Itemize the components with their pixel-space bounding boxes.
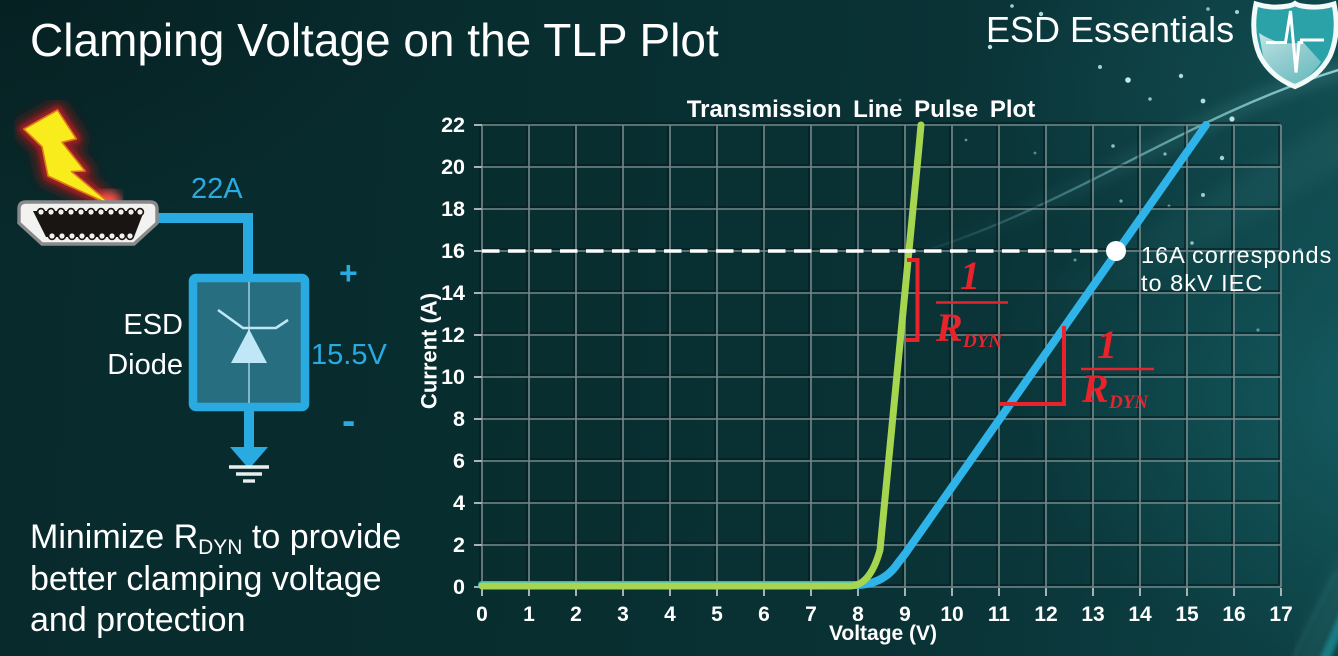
svg-text:10: 10: [441, 365, 465, 389]
svg-text:14: 14: [1128, 603, 1152, 626]
svg-text:16: 16: [441, 239, 465, 263]
svg-text:R: R: [1081, 366, 1109, 411]
svg-text:Transmission Line Pulse Plot: Transmission Line Pulse Plot: [687, 96, 1035, 123]
svg-text:7: 7: [805, 603, 817, 626]
svg-text:16: 16: [1222, 603, 1245, 626]
svg-text:20: 20: [441, 155, 465, 179]
svg-text:+: +: [339, 255, 358, 291]
svg-text:DYN: DYN: [1108, 392, 1149, 413]
svg-text:Diode: Diode: [107, 349, 183, 381]
svg-text:9: 9: [899, 603, 911, 626]
svg-text:8: 8: [453, 407, 465, 431]
svg-text:15.5V: 15.5V: [311, 339, 387, 371]
svg-text:13: 13: [1081, 603, 1104, 626]
svg-text:12: 12: [441, 323, 465, 347]
svg-text:-: -: [342, 399, 355, 443]
svg-text:1: 1: [523, 603, 535, 626]
svg-text:8: 8: [852, 603, 864, 626]
svg-text:5: 5: [711, 603, 723, 626]
svg-text:0: 0: [453, 575, 465, 599]
svg-text:6: 6: [453, 449, 465, 473]
svg-text:22A: 22A: [191, 173, 243, 205]
svg-text:22: 22: [441, 113, 465, 137]
svg-text:1: 1: [960, 253, 980, 298]
svg-text:Voltage (V): Voltage (V): [829, 622, 937, 645]
svg-text:3: 3: [617, 603, 629, 626]
svg-text:to 8kV IEC: to 8kV IEC: [1141, 270, 1263, 296]
svg-text:18: 18: [441, 197, 465, 221]
svg-text:2: 2: [453, 533, 465, 557]
svg-text:2: 2: [570, 603, 582, 626]
svg-text:1: 1: [1097, 322, 1117, 367]
svg-text:16A corresponds: 16A corresponds: [1141, 242, 1332, 268]
svg-text:R: R: [935, 305, 963, 350]
svg-text:14: 14: [441, 281, 465, 305]
svg-text:0: 0: [476, 603, 488, 626]
svg-text:12: 12: [1034, 603, 1057, 626]
svg-text:4: 4: [664, 603, 676, 626]
svg-text:DYN: DYN: [962, 331, 1003, 352]
svg-text:10: 10: [940, 603, 963, 626]
svg-text:11: 11: [988, 603, 1011, 626]
svg-text:Current (A): Current (A): [417, 293, 442, 409]
svg-text:17: 17: [1269, 603, 1292, 626]
svg-text:ESD: ESD: [123, 309, 183, 341]
svg-text:15: 15: [1175, 603, 1199, 626]
svg-text:4: 4: [453, 491, 465, 515]
svg-text:6: 6: [758, 603, 770, 626]
